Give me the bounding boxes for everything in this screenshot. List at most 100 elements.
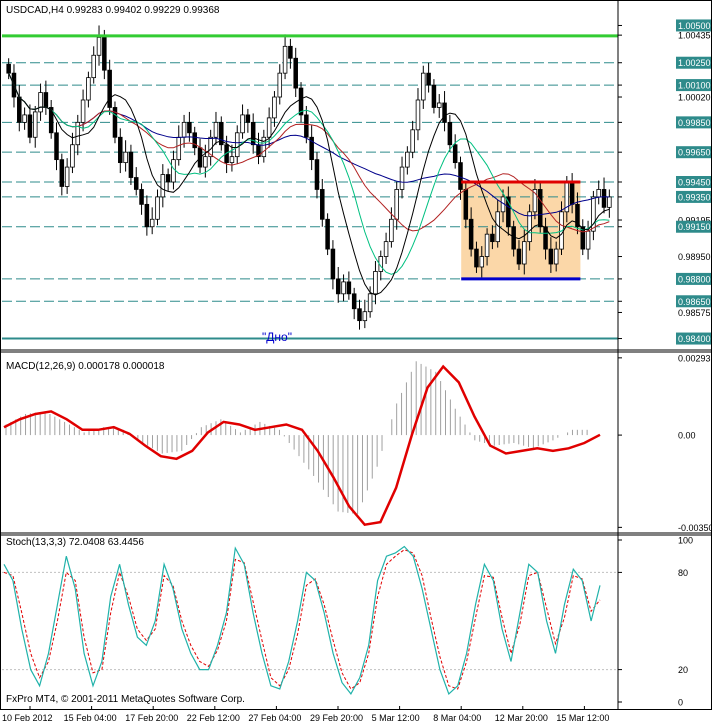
candle[interactable] <box>32 105 38 148</box>
candle[interactable] <box>118 128 123 174</box>
candle[interactable] <box>532 179 538 220</box>
candle[interactable] <box>133 167 139 196</box>
candle[interactable] <box>144 195 150 236</box>
candle[interactable] <box>383 232 389 264</box>
candle[interactable] <box>64 158 70 194</box>
candle[interactable] <box>213 111 219 145</box>
candle[interactable] <box>139 183 144 215</box>
candle[interactable] <box>165 168 171 191</box>
candle[interactable] <box>54 122 59 171</box>
candle[interactable] <box>452 134 458 169</box>
candle[interactable] <box>335 266 341 303</box>
candle[interactable] <box>543 217 548 260</box>
candle[interactable] <box>357 299 362 330</box>
candle[interactable] <box>22 107 27 130</box>
candle[interactable] <box>601 177 607 214</box>
candle[interactable] <box>341 274 346 302</box>
price-tick-label: 0.98575 <box>678 308 711 318</box>
candle[interactable] <box>506 186 511 236</box>
candle[interactable] <box>112 101 118 144</box>
candle[interactable] <box>261 129 267 163</box>
candle-body <box>447 121 453 146</box>
candle[interactable] <box>245 108 251 133</box>
candle[interactable] <box>367 286 373 318</box>
stoch-panel[interactable] <box>2 545 618 695</box>
candle[interactable] <box>234 125 240 165</box>
candle[interactable] <box>351 287 357 320</box>
candle[interactable] <box>293 47 298 98</box>
candle[interactable] <box>272 91 277 127</box>
candle[interactable] <box>490 225 495 250</box>
bottom-annotation: "Дно" <box>262 330 292 344</box>
candle[interactable] <box>431 79 437 114</box>
candle[interactable] <box>607 189 612 218</box>
candle[interactable] <box>288 38 293 69</box>
candle[interactable] <box>415 88 421 141</box>
candle[interactable] <box>75 114 81 156</box>
candle[interactable] <box>155 189 160 226</box>
candle[interactable] <box>107 59 112 115</box>
candle[interactable] <box>362 299 368 329</box>
candle[interactable] <box>250 113 256 154</box>
candle[interactable] <box>282 34 288 80</box>
candle[interactable] <box>548 237 554 273</box>
candle[interactable] <box>27 104 33 144</box>
candle[interactable] <box>123 140 128 172</box>
candle[interactable] <box>70 132 75 174</box>
candle[interactable] <box>59 153 65 196</box>
candle[interactable] <box>447 114 453 153</box>
candle[interactable] <box>484 228 490 266</box>
candle[interactable] <box>309 125 314 171</box>
candle[interactable] <box>468 207 474 257</box>
candle-body <box>436 102 442 108</box>
candle-body <box>293 57 298 89</box>
candle[interactable] <box>325 213 330 256</box>
price-panel[interactable] <box>2 25 618 340</box>
candle[interactable] <box>474 241 479 273</box>
candle[interactable] <box>314 152 320 199</box>
candle[interactable] <box>86 71 91 108</box>
candle[interactable] <box>192 126 197 156</box>
candle[interactable] <box>160 164 166 208</box>
candle[interactable] <box>149 207 155 235</box>
candle[interactable] <box>277 64 283 105</box>
candle[interactable] <box>436 94 442 118</box>
candle[interactable] <box>91 46 96 84</box>
candle[interactable] <box>527 204 532 251</box>
candle[interactable] <box>298 82 304 123</box>
candle-body <box>426 72 431 86</box>
candle-body <box>171 159 176 183</box>
price-label-bg <box>676 332 712 345</box>
candle[interactable] <box>346 271 352 300</box>
candle[interactable] <box>553 241 559 272</box>
candle[interactable] <box>405 146 410 175</box>
candle[interactable] <box>38 83 43 121</box>
candle-body <box>548 248 554 265</box>
candle[interactable] <box>522 229 527 275</box>
candle[interactable] <box>516 240 522 270</box>
candle[interactable] <box>421 65 426 109</box>
candle[interactable] <box>575 192 580 235</box>
candle[interactable] <box>399 156 405 199</box>
candle-body <box>484 233 490 257</box>
candle[interactable] <box>240 104 245 139</box>
candle[interactable] <box>229 144 235 172</box>
candle[interactable] <box>591 190 596 241</box>
candle-body <box>585 230 591 250</box>
candle[interactable] <box>128 144 134 185</box>
candle[interactable] <box>48 100 54 139</box>
candle[interactable] <box>219 116 224 151</box>
candle[interactable] <box>320 179 325 227</box>
candle[interactable] <box>442 91 447 132</box>
price-tick-label: 0.99650 <box>678 148 711 158</box>
candle[interactable] <box>479 246 485 278</box>
candle[interactable] <box>330 240 336 290</box>
macd-panel[interactable] <box>3 361 601 527</box>
candle[interactable] <box>373 261 378 305</box>
candle[interactable] <box>426 62 431 93</box>
candle[interactable] <box>6 58 11 80</box>
candle[interactable] <box>580 219 586 256</box>
candle[interactable] <box>410 120 415 159</box>
price-label-bg <box>676 295 712 308</box>
